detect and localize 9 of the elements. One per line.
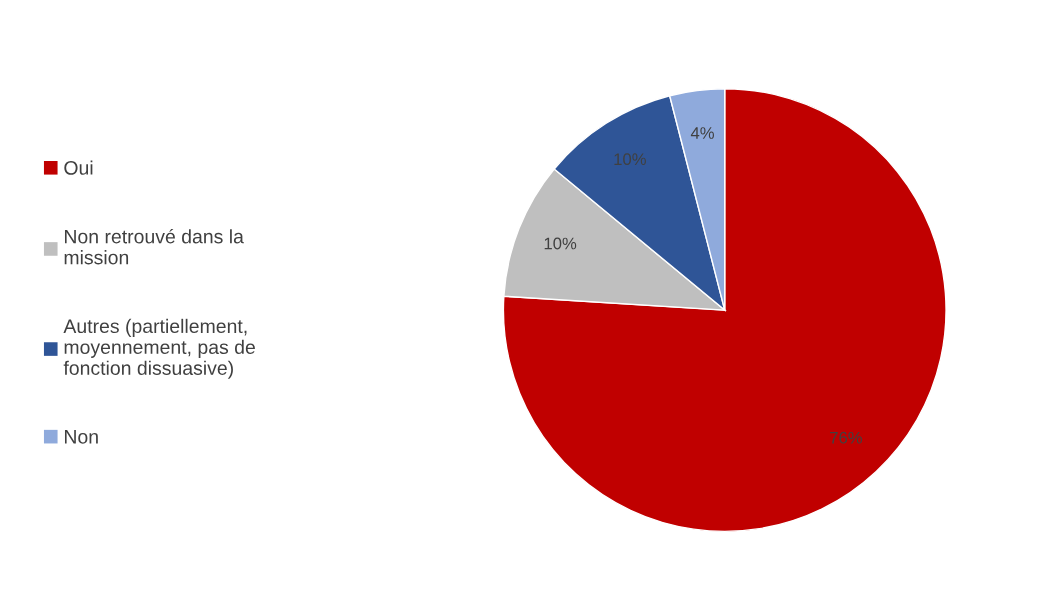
data-label: 10% bbox=[544, 237, 577, 250]
data-label: 4% bbox=[690, 127, 714, 139]
legend-label: Non bbox=[64, 430, 98, 444]
data-label: 76% bbox=[830, 431, 863, 444]
legend-label: Oui bbox=[64, 160, 93, 175]
legend-label: Non retrouvé dans la mission bbox=[64, 228, 244, 265]
pie-slice bbox=[502, 88, 947, 533]
data-label: 10% bbox=[614, 153, 646, 166]
legend-label: Autres (partiellement, moyennement, pas de fonction dissuasive) bbox=[63, 318, 255, 379]
